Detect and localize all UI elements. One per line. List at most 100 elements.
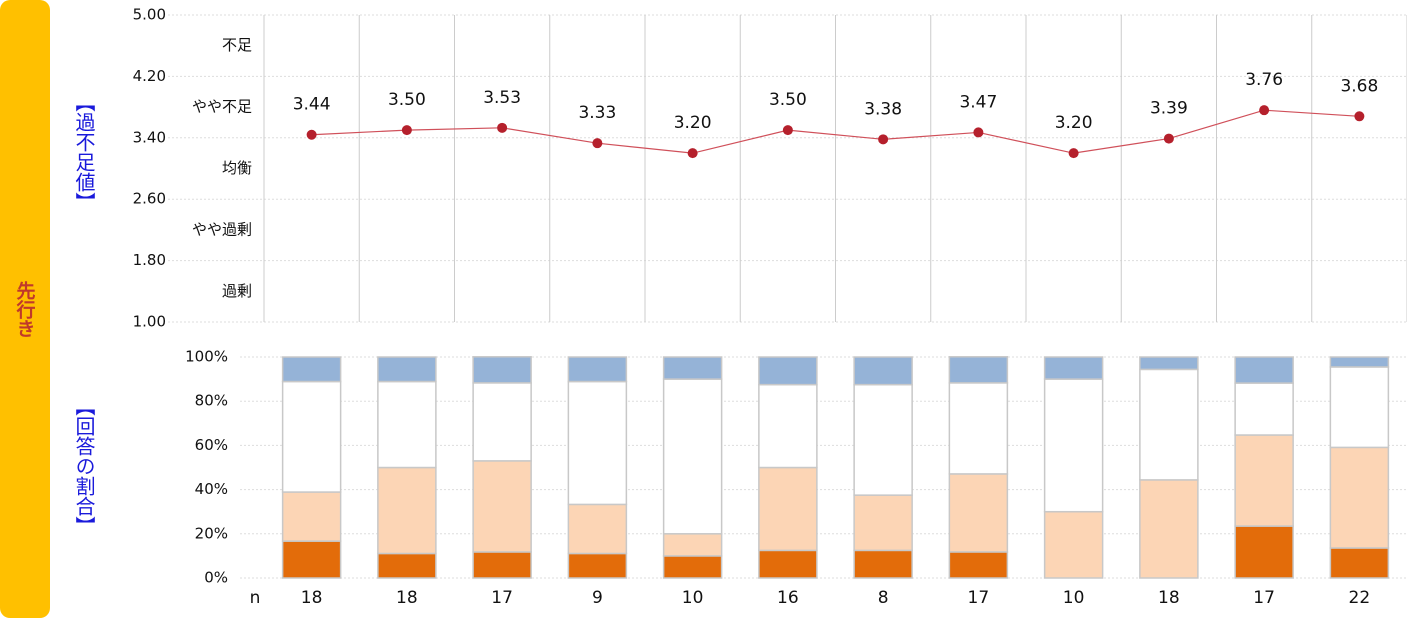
- bar-axis-label: 【回答の割合】: [72, 396, 96, 536]
- marker: [1354, 111, 1365, 122]
- marker: [687, 148, 698, 159]
- n-value: 9: [592, 588, 603, 608]
- y-tick-label: 60%: [195, 436, 228, 454]
- bar-segment: [567, 356, 628, 383]
- bar-segment: [567, 552, 628, 579]
- bar-segment: [1234, 356, 1294, 384]
- marker: [878, 134, 889, 145]
- marker: [1163, 133, 1174, 144]
- y-tick-label: 80%: [195, 392, 228, 410]
- bar-segment: [662, 555, 723, 579]
- data-label: 3.20: [674, 113, 712, 133]
- n-value: 8: [878, 588, 889, 608]
- bar-segment: [758, 356, 818, 386]
- bar-segment: [281, 356, 342, 383]
- bar-segment: [1329, 547, 1390, 579]
- bar-segment: [1329, 366, 1390, 449]
- bar-segment: [948, 382, 1009, 475]
- data-label: 3.76: [1245, 70, 1283, 90]
- bar-segment: [948, 356, 1009, 384]
- marker: [973, 127, 984, 138]
- data-label: 3.20: [1055, 113, 1093, 133]
- marker: [306, 129, 317, 140]
- bar-segment: [1139, 356, 1199, 371]
- bar-segment: [853, 549, 913, 579]
- bar-segment: [472, 551, 532, 579]
- bar-segment: [1139, 368, 1199, 481]
- y-tick-label: 4.20: [133, 67, 166, 85]
- side-label: 先行き: [13, 280, 36, 338]
- y-tick-label: 2.60: [133, 190, 166, 208]
- data-label: 3.68: [1340, 76, 1378, 96]
- bar-segment: [853, 356, 913, 386]
- bar-segment: [758, 549, 818, 579]
- bar-segment: [472, 460, 532, 553]
- n-value: 18: [301, 588, 323, 608]
- data-label: 3.33: [578, 103, 616, 123]
- n-value: 22: [1349, 588, 1371, 608]
- side-panel: 先行き: [0, 0, 50, 618]
- bar-segment: [377, 380, 437, 469]
- band-label: 不足: [222, 36, 252, 54]
- y-tick-label: 40%: [195, 480, 228, 498]
- bar-segment: [1329, 446, 1390, 549]
- y-tick-label: 20%: [195, 524, 228, 542]
- n-value: 18: [396, 588, 418, 608]
- bar-segment: [1234, 382, 1294, 436]
- bar-segment: [1234, 525, 1294, 579]
- data-label: 3.53: [483, 88, 521, 108]
- data-label: 3.47: [959, 92, 997, 112]
- n-value: 17: [491, 588, 513, 608]
- bar-segment: [662, 356, 723, 380]
- bar-segment: [662, 533, 723, 557]
- n-value: 10: [682, 588, 704, 608]
- n-value: 10: [1063, 588, 1085, 608]
- bar-segment: [1043, 510, 1104, 579]
- bar-segment: [758, 466, 818, 552]
- bar-segment: [281, 491, 342, 542]
- marker: [1068, 148, 1079, 159]
- data-label: 3.50: [769, 90, 807, 110]
- bar-segment: [1043, 356, 1104, 380]
- bar-segment: [662, 378, 723, 535]
- bar-segment: [281, 540, 342, 579]
- bar-segment: [1329, 356, 1390, 368]
- n-value: 17: [1253, 588, 1275, 608]
- y-tick-label: 1.80: [133, 251, 166, 269]
- data-label: 3.50: [388, 90, 426, 110]
- bar-segment: [853, 494, 913, 552]
- band-label: やや不足: [192, 98, 252, 116]
- bar-segment: [377, 552, 437, 579]
- marker: [497, 122, 508, 133]
- bar-segment: [377, 466, 437, 555]
- data-label: 3.44: [293, 95, 331, 115]
- bar-segment: [281, 380, 342, 493]
- n-label: n: [250, 588, 261, 608]
- line: [311, 109, 1360, 154]
- marker: [592, 138, 603, 149]
- n-value: 16: [777, 588, 799, 608]
- bar-segment: [1139, 479, 1199, 579]
- y-tick-label: 3.40: [133, 128, 166, 146]
- band-label: 均衡: [222, 159, 252, 177]
- y-tick-label: 5.00: [133, 6, 166, 24]
- n-value: 17: [968, 588, 990, 608]
- bar-segment: [758, 383, 818, 469]
- data-label: 3.39: [1150, 99, 1188, 119]
- marker: [782, 125, 793, 136]
- bar-segment: [853, 383, 913, 496]
- bar-segment: [567, 503, 628, 555]
- bar-segment: [948, 473, 1009, 553]
- bar-segment: [1234, 434, 1294, 527]
- bar-segment: [567, 380, 628, 506]
- bar-segment: [472, 382, 532, 462]
- line-axis-label: 【過不足値】: [72, 92, 96, 212]
- marker: [1259, 105, 1270, 116]
- bar-segment: [377, 356, 437, 383]
- band-label: やや過剰: [192, 220, 252, 238]
- bar-segment: [1043, 378, 1104, 513]
- band-label: 過剰: [222, 282, 252, 300]
- bar-segment: [948, 551, 1009, 579]
- y-tick-label: 1.00: [133, 313, 166, 331]
